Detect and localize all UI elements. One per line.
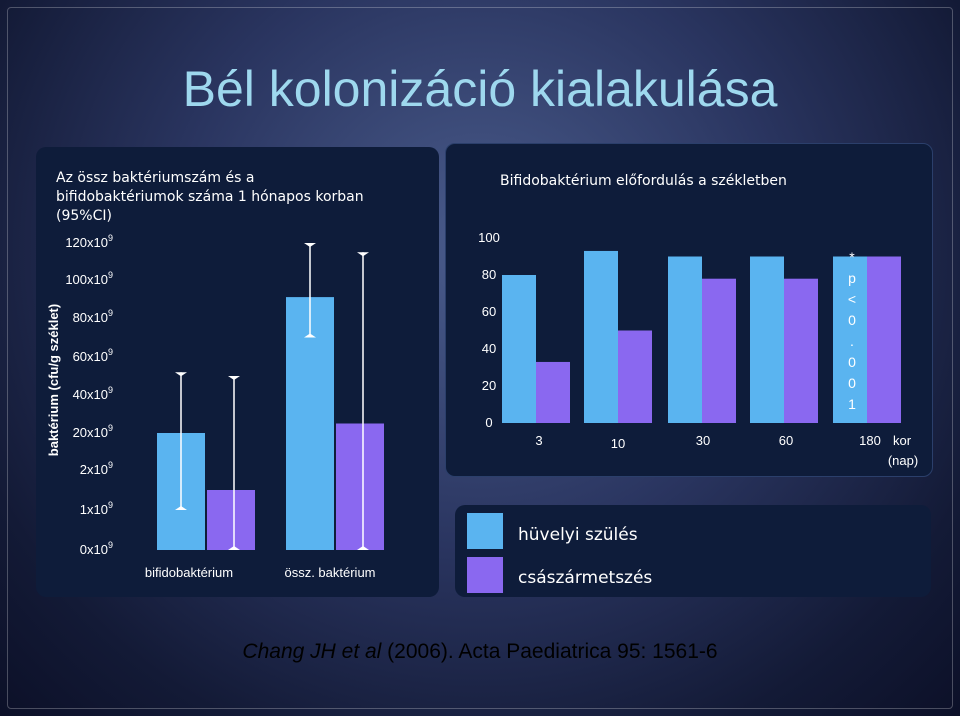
chart1-errorbar-cap bbox=[175, 506, 187, 510]
chart1-errorbar-cap bbox=[304, 333, 316, 338]
chart1-ytick-base: 2x10 bbox=[80, 462, 108, 477]
chart1-ytick-exp: 9 bbox=[108, 460, 113, 470]
chart2-annotation-char: 0 bbox=[848, 312, 856, 328]
chart2-bar bbox=[784, 278, 818, 423]
chart1-ytick-label: 20x109 bbox=[73, 423, 113, 440]
legend-swatch-vaginal bbox=[467, 513, 503, 549]
chart2-bar bbox=[584, 250, 618, 423]
chart1-ytick-exp: 9 bbox=[108, 500, 113, 510]
chart2-annotation-char: 0 bbox=[848, 375, 856, 391]
chart1-bar bbox=[207, 490, 255, 550]
chart2-ytick-label: 80 bbox=[482, 267, 496, 282]
chart2-annotation-char: < bbox=[848, 291, 856, 307]
chart1-ytick-exp: 9 bbox=[108, 347, 113, 357]
chart2-bar bbox=[833, 256, 867, 423]
chart2-ytick-label: 40 bbox=[482, 341, 496, 356]
chart1-errorbar-cap bbox=[304, 243, 316, 247]
chart1-ytick-label: 40x109 bbox=[73, 385, 113, 402]
chart2-category-label: 3 bbox=[535, 433, 542, 448]
chart2-xlabel-line2: (nap) bbox=[888, 453, 918, 468]
citation-authors: Chang JH et al bbox=[242, 640, 382, 663]
chart1-ytick-base: 1x10 bbox=[80, 502, 108, 517]
chart2-bar bbox=[502, 275, 536, 423]
chart1-ylabel: baktérium (cfu/g széklet) bbox=[46, 304, 61, 456]
chart2-category-label: 180 bbox=[859, 433, 881, 448]
chart1-bar bbox=[336, 423, 384, 550]
chart1-title: Az össz baktériumszám és a bifidobaktéri… bbox=[56, 170, 364, 224]
chart1-ytick-exp: 9 bbox=[108, 423, 113, 433]
chart1-ytick-label: 0x109 bbox=[80, 540, 113, 557]
chart1-ytick-base: 0x10 bbox=[80, 542, 108, 557]
chart2-bar bbox=[750, 256, 784, 423]
chart1-ytick-label: 60x109 bbox=[73, 347, 113, 364]
chart1-ytick-exp: 9 bbox=[108, 270, 113, 280]
chart1-ytick-label: 2x109 bbox=[80, 460, 113, 477]
chart1-ytick-exp: 9 bbox=[108, 233, 113, 243]
chart1-ytick-exp: 9 bbox=[108, 308, 113, 318]
citation: Chang JH et al (2006). Acta Paediatrica … bbox=[0, 640, 960, 664]
slide-title: Bél kolonizáció kialakulása bbox=[182, 61, 778, 117]
chart2-category-label: 60 bbox=[779, 433, 793, 448]
chart2-bar bbox=[536, 361, 570, 423]
chart2-ytick-label: 60 bbox=[482, 304, 496, 319]
chart2-annotation-char: 1 bbox=[848, 396, 856, 412]
legend-panel bbox=[455, 505, 931, 597]
chart1-ytick-exp: 9 bbox=[108, 385, 113, 395]
chart2-annotation-char: * bbox=[849, 249, 855, 265]
chart2-category-label: 10 bbox=[611, 436, 625, 451]
legend-label-vaginal: hüvelyi szülés bbox=[518, 525, 638, 545]
chart1-ytick-label: 120x109 bbox=[65, 233, 113, 250]
chart1-errorbar-cap bbox=[228, 546, 240, 550]
chart1-ytick-base: 100x10 bbox=[65, 272, 108, 287]
chart2-annotation-char: . bbox=[850, 333, 854, 349]
chart1-ytick-base: 60x10 bbox=[73, 349, 108, 364]
legend-swatch-cesarean bbox=[467, 557, 503, 593]
chart1-category-label: bifidobaktérium bbox=[145, 565, 233, 580]
chart1-category-label: össz. baktérium bbox=[284, 565, 375, 580]
chart2-annotation-char: 0 bbox=[848, 354, 856, 370]
chart2-bar bbox=[668, 256, 702, 423]
chart1-ytick-base: 120x10 bbox=[65, 235, 108, 250]
chart1-bar bbox=[286, 297, 334, 550]
slide-frame bbox=[7, 7, 953, 709]
chart2-title: Bifidobaktérium előfordulás a székletben bbox=[500, 173, 787, 189]
chart1-ytick-base: 20x10 bbox=[73, 425, 108, 440]
chart1-errorbar-cap bbox=[228, 376, 240, 380]
chart1-ytick-label: 100x109 bbox=[65, 270, 113, 287]
chart1-ytick-exp: 9 bbox=[108, 540, 113, 550]
chart1-ytick-label: 80x109 bbox=[73, 308, 113, 325]
citation-rest: (2006). Acta Paediatrica 95: 1561-6 bbox=[381, 640, 718, 663]
chart2-annotation-char: p bbox=[848, 270, 856, 286]
chart2-bar bbox=[702, 278, 736, 423]
chart2-ytick-label: 100 bbox=[478, 230, 500, 245]
chart1-ytick-label: 1x109 bbox=[80, 500, 113, 517]
chart1-errorbar-cap bbox=[357, 546, 369, 550]
chart2-ytick-label: 20 bbox=[482, 378, 496, 393]
chart1-errorbar-cap bbox=[175, 372, 187, 377]
chart2-bar bbox=[618, 330, 652, 423]
chart2-category-label: 30 bbox=[696, 433, 710, 448]
chart1-ytick-base: 40x10 bbox=[73, 387, 108, 402]
chart1-errorbar-cap bbox=[357, 252, 369, 257]
chart2-xlabel-line1: kor bbox=[893, 433, 912, 448]
chart2-ytick-label: 0 bbox=[485, 415, 492, 430]
chart2-bar bbox=[867, 256, 901, 423]
chart1-ytick-base: 80x10 bbox=[73, 310, 108, 325]
legend-label-cesarean: császármetszés bbox=[518, 568, 653, 588]
